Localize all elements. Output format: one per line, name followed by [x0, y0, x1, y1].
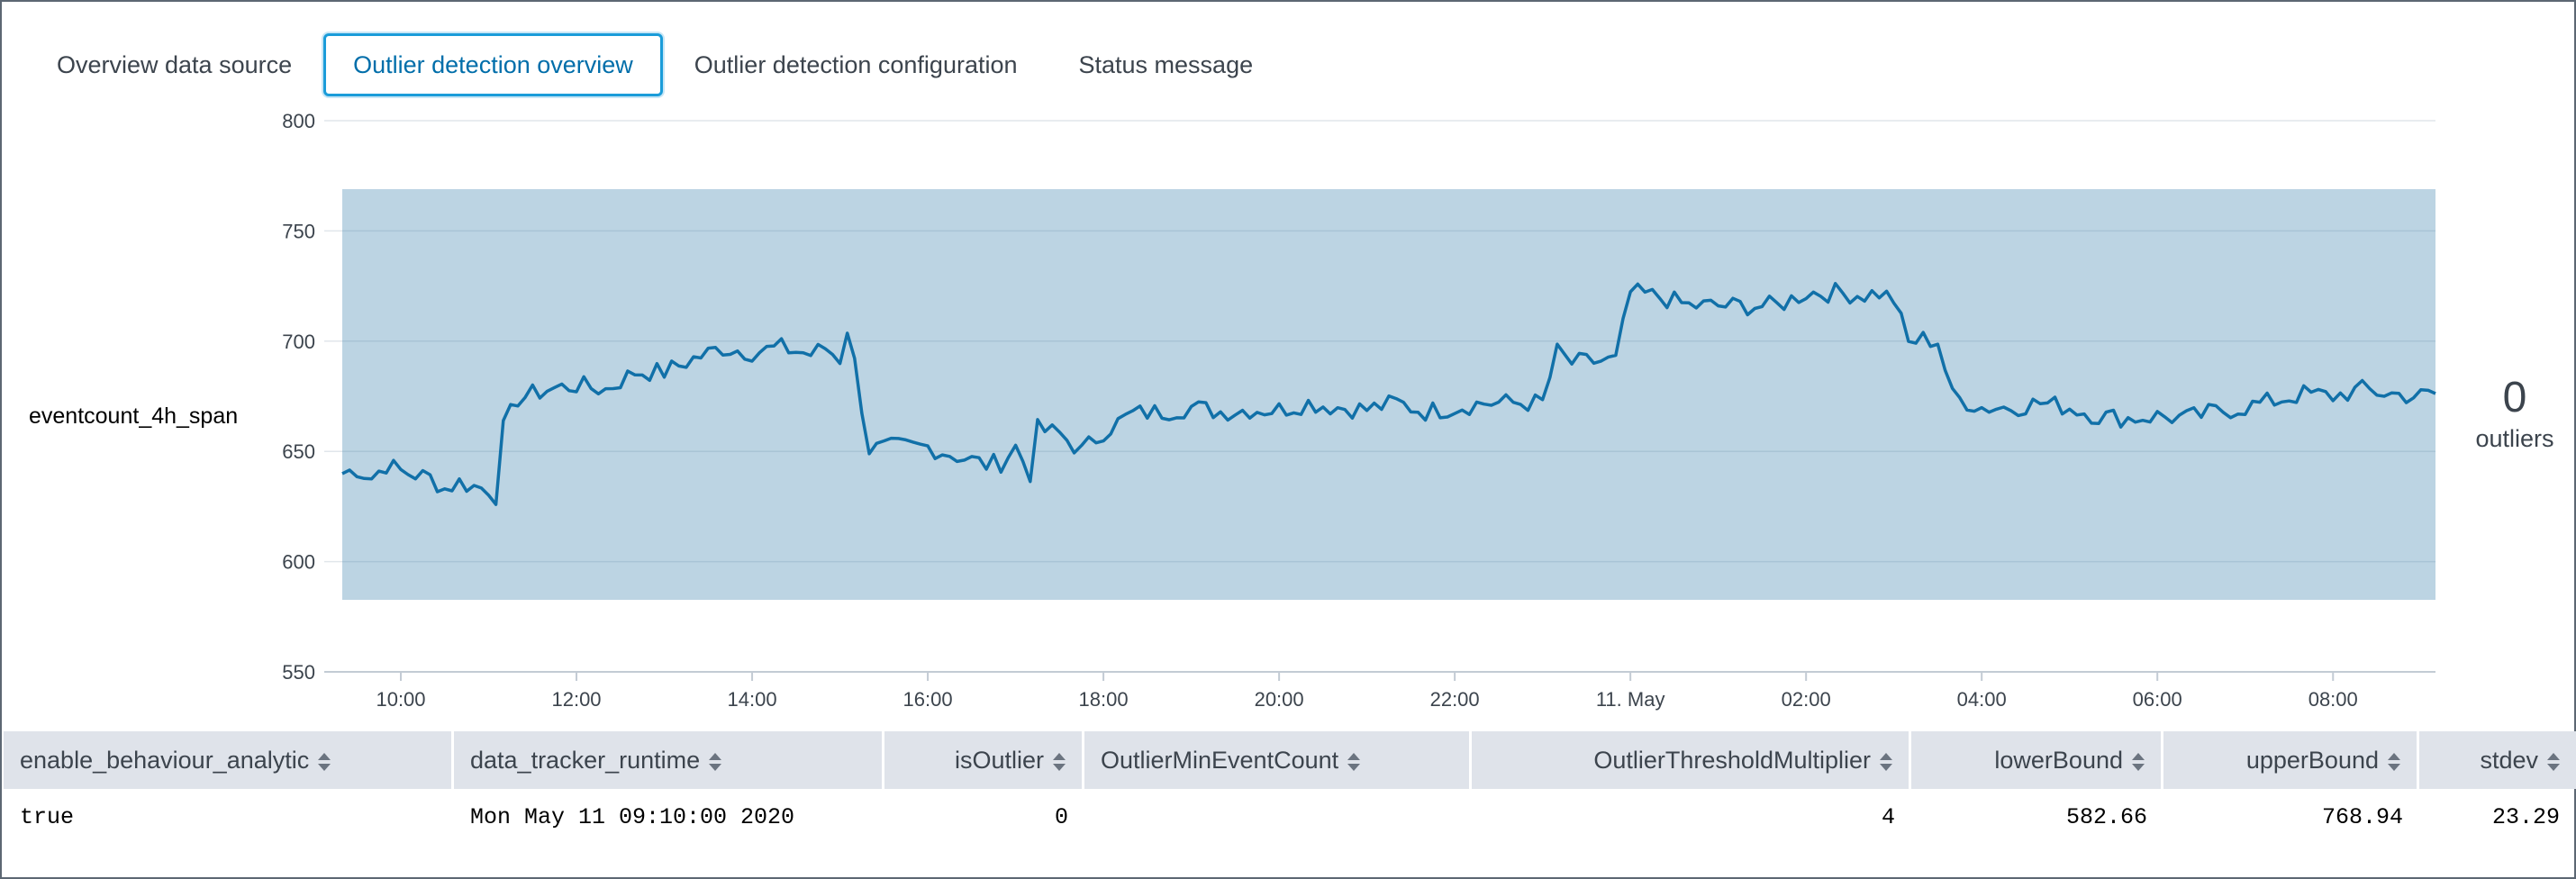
y-tick-label: 600 [282, 551, 315, 574]
x-tick-label: 02:00 [1782, 688, 1831, 711]
cell-isoutlier: 0 [1054, 804, 1068, 830]
column-header-outlier-min-event-count[interactable]: OutlierMinEventCount [1084, 731, 1472, 789]
x-tick-label: 08:00 [2308, 688, 2358, 711]
sort-icon [1347, 752, 1361, 772]
table-row: true Mon May 11 09:10:00 2020 0 4 582.66… [4, 789, 2576, 847]
cell-data-tracker-runtime: Mon May 11 09:10:00 2020 [470, 804, 795, 830]
column-header-lower-bound[interactable]: lowerBound [1911, 731, 2163, 789]
x-tick-label: 18:00 [1079, 688, 1129, 711]
x-axis-ticks: 10:00 12:00 14:00 16:00 18:00 20:00 22:00 11. M… [376, 672, 2358, 711]
x-tick-label: 06:00 [2133, 688, 2182, 711]
column-header-isoutlier[interactable]: isOutlier [884, 731, 1084, 789]
y-tick-label: 750 [282, 220, 315, 242]
outlier-count: 0 [2502, 374, 2527, 421]
x-tick-label: 22:00 [1430, 688, 1480, 711]
sort-icon [2388, 752, 2400, 772]
y-tick-label: 700 [282, 331, 315, 353]
tab-outlier-detection-configuration[interactable]: Outlier detection configuration [694, 51, 1018, 78]
column-header-data-tracker-runtime[interactable]: data_tracker_runtime [454, 731, 884, 789]
outlier-summary: 0 outliers [2470, 373, 2560, 454]
y-tick-label: 550 [282, 661, 315, 684]
x-tick-label: 11. May [1596, 688, 1665, 711]
y-tick-label: 650 [282, 440, 315, 463]
column-header-upper-bound[interactable]: upperBound [2163, 731, 2419, 789]
cell-outlier-min-event-count [1084, 789, 1472, 847]
x-tick-label: 14:00 [728, 688, 777, 711]
column-header-outlier-threshold-multiplier[interactable]: OutlierThresholdMultiplier [1472, 731, 1911, 789]
cell-upper-bound: 768.94 [2321, 804, 2403, 830]
sort-icon [709, 752, 722, 772]
y-axis-title: eventcount_4h_span [29, 403, 238, 429]
x-tick-label: 12:00 [551, 688, 601, 711]
column-header-enable-behaviour-analytic[interactable]: enable_behaviour_analytic [4, 731, 454, 789]
table-header: enable_behaviour_analytic data_tracker_r… [4, 731, 2576, 789]
outlier-chart[interactable]: eventcount_4h_span 550 600 650 700 750 800 10… [2, 2, 2574, 722]
tab-overview-data-source[interactable]: Overview data source [57, 51, 293, 78]
y-axis-ticks: 550 600 650 700 750 800 [282, 110, 315, 684]
tab-status-message[interactable]: Status message [1078, 51, 1254, 78]
tab-outlier-detection-overview[interactable]: Outlier detection overview [323, 33, 663, 96]
x-tick-label: 04:00 [1957, 688, 2007, 711]
sort-icon [1053, 752, 1066, 772]
cell-enable-behaviour-analytic: true [20, 804, 75, 830]
cell-outlier-threshold-multiplier: 4 [1881, 804, 1895, 830]
sort-icon [318, 752, 331, 772]
outlier-count-label: outliers [2475, 425, 2554, 452]
sort-icon [2132, 752, 2145, 772]
series-line-eventcount [341, 282, 2436, 506]
series-line-layer [341, 282, 2436, 506]
cell-lower-bound: 582.66 [2065, 804, 2147, 830]
x-tick-label: 10:00 [376, 688, 425, 711]
results-table: enable_behaviour_analytic data_tracker_r… [4, 731, 2576, 847]
sort-icon [1880, 752, 1892, 772]
y-tick-label: 800 [282, 110, 315, 132]
tab-bar: Overview data source Outlier detection o… [27, 33, 1284, 96]
x-tick-label: 16:00 [903, 688, 953, 711]
cell-stdev: 23.29 [2491, 804, 2560, 830]
column-header-stdev[interactable]: stdev [2419, 731, 2576, 789]
sort-icon [2547, 752, 2560, 772]
x-tick-label: 20:00 [1255, 688, 1304, 711]
